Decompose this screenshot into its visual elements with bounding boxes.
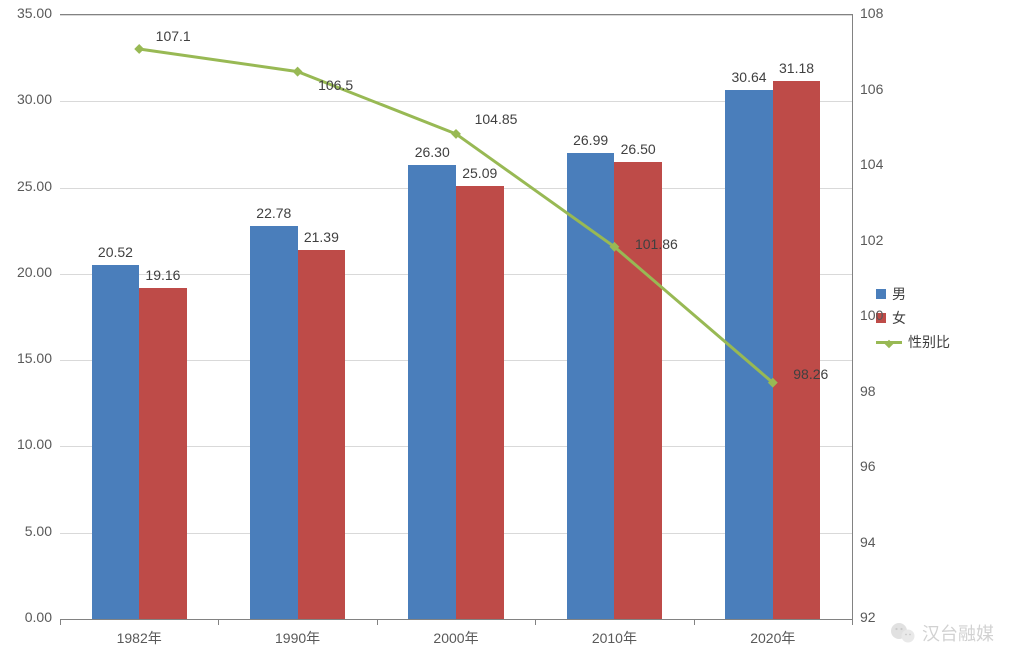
bar-value-label: 19.16: [145, 267, 180, 283]
line-value-label: 101.86: [635, 236, 678, 252]
bar-value-label: 26.30: [415, 144, 450, 160]
bar-value-label: 26.50: [621, 141, 656, 157]
bar-value-label: 20.52: [98, 244, 133, 260]
y-right-tick: 96: [860, 458, 876, 474]
y-right-tick: 104: [860, 156, 883, 172]
y-left-tick: 15.00: [17, 350, 52, 366]
wechat-icon: [890, 620, 916, 646]
x-category-label: 2020年: [750, 628, 795, 648]
y-right-tick: 102: [860, 232, 883, 248]
watermark: 汉台融媒: [890, 620, 994, 646]
legend-item: 女: [876, 308, 950, 328]
legend-item: 男: [876, 284, 950, 304]
bar-value-label: 25.09: [462, 165, 497, 181]
legend-label: 性别比: [908, 332, 950, 352]
y-right-tick: 100: [860, 307, 883, 323]
line-value-label: 107.1: [156, 28, 191, 44]
y-right-tick: 106: [860, 81, 883, 97]
legend-swatch: [876, 341, 902, 344]
x-tick-mark: [60, 619, 61, 625]
x-category-label: 1990年: [275, 628, 320, 648]
x-tick-mark: [694, 619, 695, 625]
x-category-label: 2010年: [592, 628, 637, 648]
line-series: [60, 15, 852, 619]
legend-label: 女: [892, 308, 906, 328]
bar-value-label: 30.64: [732, 69, 767, 85]
bar-value-label: 26.99: [573, 132, 608, 148]
plot-area: [60, 14, 853, 619]
bar-value-label: 22.78: [256, 205, 291, 221]
y-left-tick: 20.00: [17, 264, 52, 280]
y-right-tick: 92: [860, 609, 876, 625]
y-left-tick: 25.00: [17, 178, 52, 194]
x-tick-mark: [535, 619, 536, 625]
y-right-tick: 98: [860, 383, 876, 399]
x-tick-mark: [377, 619, 378, 625]
legend: 男女性别比: [876, 280, 950, 356]
watermark-text: 汉台融媒: [922, 620, 994, 646]
y-right-tick: 94: [860, 534, 876, 550]
legend-item: 性别比: [876, 332, 950, 352]
x-tick-mark: [852, 619, 853, 625]
y-right-tick: 108: [860, 5, 883, 21]
population-gender-chart: 男女性别比 汉台融媒 0.00 5.00 10.00 15.00 20.00 25.00 3…: [0, 0, 1010, 663]
y-left-tick: 10.00: [17, 436, 52, 452]
y-left-tick: 5.00: [25, 523, 52, 539]
line-value-label: 98.26: [793, 366, 828, 382]
y-left-tick: 35.00: [17, 5, 52, 21]
line-value-label: 104.85: [475, 111, 518, 127]
x-tick-mark: [218, 619, 219, 625]
y-left-tick: 30.00: [17, 91, 52, 107]
y-left-tick: 0.00: [25, 609, 52, 625]
gridline: [60, 619, 852, 620]
legend-label: 男: [892, 284, 906, 304]
x-category-label: 2000年: [433, 628, 478, 648]
bar-value-label: 21.39: [304, 229, 339, 245]
legend-swatch: [876, 289, 886, 299]
bar-value-label: 31.18: [779, 60, 814, 76]
x-category-label: 1982年: [117, 628, 162, 648]
line-value-label: 106.5: [318, 77, 353, 93]
